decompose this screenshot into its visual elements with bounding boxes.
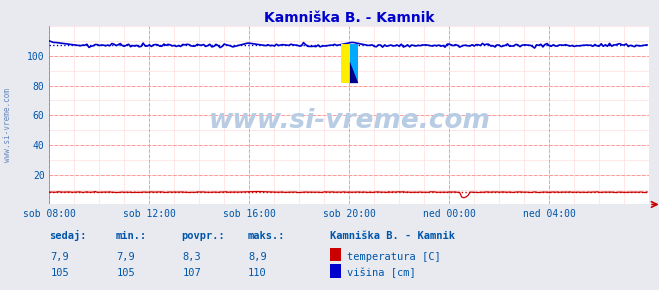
Title: Kamniška B. - Kamnik: Kamniška B. - Kamnik (264, 11, 434, 25)
Text: sedaj:: sedaj: (49, 230, 87, 241)
Text: maks.:: maks.: (247, 231, 285, 241)
Text: www.si-vreme.com: www.si-vreme.com (3, 88, 13, 162)
Text: 107: 107 (183, 268, 201, 278)
Text: 105: 105 (117, 268, 135, 278)
FancyBboxPatch shape (341, 44, 350, 83)
Text: 110: 110 (248, 268, 267, 278)
Text: 7,9: 7,9 (51, 251, 69, 262)
Text: 7,9: 7,9 (117, 251, 135, 262)
Polygon shape (350, 61, 358, 83)
Text: povpr.:: povpr.: (181, 231, 225, 241)
Text: temperatura [C]: temperatura [C] (347, 251, 440, 262)
FancyBboxPatch shape (350, 44, 358, 83)
Text: min.:: min.: (115, 231, 146, 241)
Text: 8,3: 8,3 (183, 251, 201, 262)
Text: www.si-vreme.com: www.si-vreme.com (208, 108, 490, 134)
Text: višina [cm]: višina [cm] (347, 268, 415, 278)
Text: Kamniška B. - Kamnik: Kamniška B. - Kamnik (330, 231, 455, 241)
Text: 105: 105 (51, 268, 69, 278)
Text: 8,9: 8,9 (248, 251, 267, 262)
